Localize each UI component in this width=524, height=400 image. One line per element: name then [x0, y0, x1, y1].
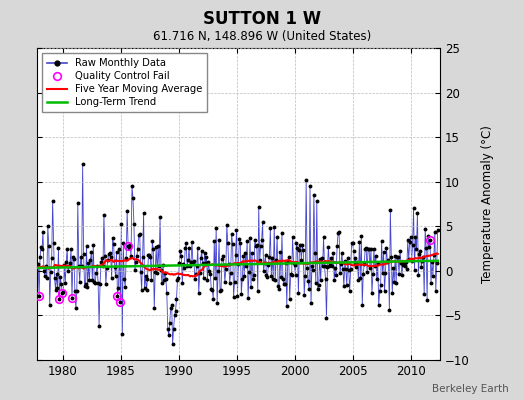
- Legend: Raw Monthly Data, Quality Control Fail, Five Year Moving Average, Long-Term Tren: Raw Monthly Data, Quality Control Fail, …: [42, 53, 207, 112]
- Text: 61.716 N, 148.896 W (United States): 61.716 N, 148.896 W (United States): [153, 30, 371, 43]
- Text: Berkeley Earth: Berkeley Earth: [432, 384, 508, 394]
- Y-axis label: Temperature Anomaly (°C): Temperature Anomaly (°C): [481, 125, 494, 283]
- Text: SUTTON 1 W: SUTTON 1 W: [203, 10, 321, 28]
